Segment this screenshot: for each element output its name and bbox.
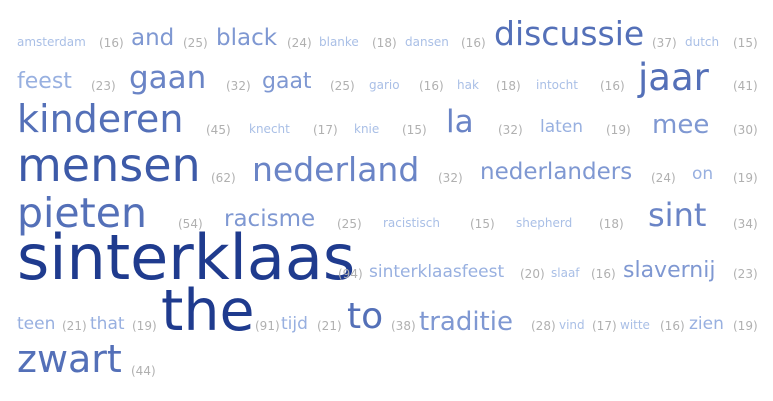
cloud-word[interactable]: that xyxy=(90,314,125,334)
cloud-word[interactable]: zien xyxy=(689,314,724,334)
word-count: (15) xyxy=(733,36,758,50)
word-count: (16) xyxy=(600,79,625,93)
cloud-word[interactable]: kinderen xyxy=(17,97,184,141)
word-count: (17) xyxy=(592,319,617,333)
cloud-word[interactable]: the xyxy=(161,278,255,344)
word-count: (23) xyxy=(91,79,116,93)
word-count: (19) xyxy=(606,123,631,137)
cloud-word[interactable]: amsterdam xyxy=(17,35,86,49)
cloud-word[interactable]: dansen xyxy=(405,35,449,49)
word-count: (18) xyxy=(372,36,397,50)
word-count: (16) xyxy=(660,319,685,333)
cloud-word[interactable]: to xyxy=(347,296,384,337)
cloud-word[interactable]: dutch xyxy=(685,35,720,49)
word-count: (24) xyxy=(651,171,676,185)
cloud-word[interactable]: zwart xyxy=(17,337,122,381)
cloud-word[interactable]: sinterklaasfeest xyxy=(369,262,505,282)
word-count: (25) xyxy=(330,79,355,93)
cloud-word[interactable]: jaar xyxy=(638,56,709,99)
word-count: (62) xyxy=(211,171,236,185)
word-count: (17) xyxy=(313,123,338,137)
cloud-word[interactable]: tijd xyxy=(281,314,308,334)
cloud-word[interactable]: nederlanders xyxy=(480,159,633,185)
word-count: (19) xyxy=(733,171,758,185)
cloud-word[interactable]: and xyxy=(131,25,175,51)
cloud-word[interactable]: slaaf xyxy=(551,266,580,280)
word-count: (38) xyxy=(391,319,416,333)
cloud-word[interactable]: nederland xyxy=(252,150,420,189)
cloud-word[interactable]: mee xyxy=(652,110,710,140)
word-count: (16) xyxy=(99,36,124,50)
cloud-word[interactable]: traditie xyxy=(419,307,513,337)
cloud-word[interactable]: hak xyxy=(457,78,479,92)
word-count: (21) xyxy=(317,319,342,333)
cloud-word[interactable]: la xyxy=(446,104,474,140)
word-count: (16) xyxy=(419,79,444,93)
cloud-word[interactable]: sint xyxy=(648,196,707,234)
cloud-word[interactable]: racistisch xyxy=(383,216,440,230)
cloud-word[interactable]: vind xyxy=(559,318,585,332)
cloud-word[interactable]: mensen xyxy=(17,138,201,192)
word-count: (32) xyxy=(438,171,463,185)
cloud-word[interactable]: blanke xyxy=(319,35,359,49)
word-count: (24) xyxy=(287,36,312,50)
cloud-word[interactable]: knie xyxy=(354,122,380,136)
cloud-word[interactable]: sinterklaas xyxy=(17,221,356,294)
word-count: (16) xyxy=(461,36,486,50)
word-count: (23) xyxy=(733,267,758,281)
word-count: (18) xyxy=(599,217,624,231)
word-count: (30) xyxy=(733,123,758,137)
word-count: (37) xyxy=(652,36,677,50)
word-count: (28) xyxy=(531,319,556,333)
cloud-word[interactable]: gario xyxy=(369,78,400,92)
word-count: (44) xyxy=(131,364,156,378)
word-count: (32) xyxy=(226,79,251,93)
cloud-word[interactable]: knecht xyxy=(249,122,290,136)
cloud-word[interactable]: discussie xyxy=(494,14,645,53)
word-count: (32) xyxy=(498,123,523,137)
cloud-word[interactable]: slavernij xyxy=(623,258,716,283)
cloud-word[interactable]: feest xyxy=(17,69,72,94)
cloud-word[interactable]: black xyxy=(216,25,278,51)
word-count: (41) xyxy=(733,79,758,93)
cloud-word[interactable]: pieten xyxy=(17,189,147,237)
word-count: (18) xyxy=(496,79,521,93)
cloud-word[interactable]: intocht xyxy=(536,78,578,92)
word-count: (54) xyxy=(178,217,203,231)
word-count: (15) xyxy=(402,123,427,137)
word-count: (45) xyxy=(206,123,231,137)
cloud-word[interactable]: witte xyxy=(620,318,650,332)
cloud-word[interactable]: laten xyxy=(540,117,584,137)
cloud-word[interactable]: gaat xyxy=(262,69,312,94)
cloud-word[interactable]: shepherd xyxy=(516,216,573,230)
word-count: (16) xyxy=(591,267,616,281)
word-count: (34) xyxy=(733,217,758,231)
cloud-word[interactable]: racisme xyxy=(224,206,316,232)
word-count: (19) xyxy=(132,319,157,333)
word-count: (94) xyxy=(338,267,363,281)
word-count: (25) xyxy=(337,217,362,231)
cloud-word[interactable]: teen xyxy=(17,314,56,334)
word-count: (20) xyxy=(520,267,545,281)
word-count: (19) xyxy=(733,319,758,333)
word-count: (91) xyxy=(255,319,280,333)
word-count: (25) xyxy=(183,36,208,50)
word-count: (21) xyxy=(62,319,87,333)
cloud-word[interactable]: gaan xyxy=(129,60,207,96)
cloud-word[interactable]: on xyxy=(692,164,714,184)
word-count: (15) xyxy=(470,217,495,231)
